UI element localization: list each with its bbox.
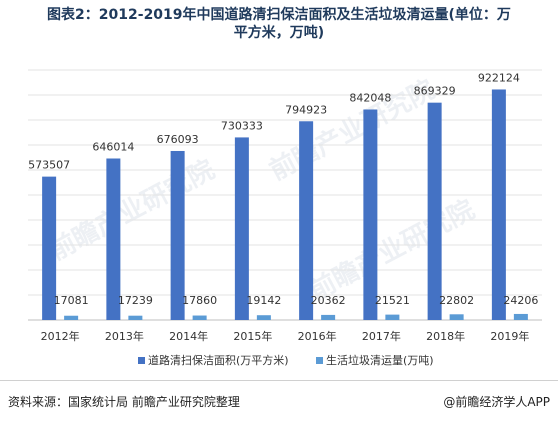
legend-label: 道路清扫保洁面积(万平方米) (148, 353, 289, 367)
x-tick-labels: 2012年 2013年 2014年 2015年 2016年 2017年 2018年 2019年 (41, 329, 530, 343)
footer-divider (0, 380, 558, 381)
legend-swatch (316, 357, 323, 364)
x-tick-label: 2017年 (362, 329, 401, 343)
bar-garbage-volume (256, 315, 271, 320)
bar-garbage-volume (192, 315, 207, 320)
bar-road-cleaning-area (427, 102, 442, 320)
data-label-garbage-volume: 21521 (375, 294, 410, 307)
data-label-garbage-volume: 17081 (54, 294, 89, 307)
x-tick-label: 2018年 (426, 329, 465, 343)
bar-road-cleaning-area (170, 150, 185, 320)
bar-garbage-volume (449, 314, 464, 320)
bar-garbage-volume (64, 315, 79, 320)
x-tick-label: 2014年 (169, 329, 208, 343)
data-labels-group: 573507 17081 646014 17239 676093 17860 730333 1… (28, 71, 538, 307)
chart-title-line-1: 图表2：2012-2019年中国道路清扫保洁面积及生活垃圾清运量(单位：万 (47, 7, 511, 23)
bar-road-cleaning-area (106, 158, 121, 320)
legend-swatch (138, 357, 145, 364)
data-label-garbage-volume: 20362 (311, 294, 346, 307)
data-label-road-cleaning-area: 573507 (28, 159, 70, 172)
data-label-road-cleaning-area: 922124 (478, 71, 520, 84)
data-label-road-cleaning-area: 676093 (157, 133, 199, 146)
x-tick-label: 2013年 (105, 329, 144, 343)
data-label-garbage-volume: 19142 (246, 294, 281, 307)
bar-road-cleaning-area (299, 121, 314, 320)
legend: 道路清扫保洁面积(万平方米) 生活垃圾清运量(万吨) (138, 353, 434, 367)
x-tick-label: 2019年 (490, 329, 529, 343)
data-label-garbage-volume: 17239 (118, 294, 153, 307)
bar-road-cleaning-area (363, 109, 378, 320)
bar-chart: 573507 17081 646014 17239 676093 17860 730333 1… (28, 69, 542, 367)
chart-title: 图表2：2012-2019年中国道路清扫保洁面积及生活垃圾清运量(单位：万 平方… (0, 6, 558, 42)
legend-item-garbage-volume: 生活垃圾清运量(万吨) (316, 353, 434, 367)
legend-item-road-cleaning-area: 道路清扫保洁面积(万平方米) (138, 353, 289, 367)
data-label-garbage-volume: 24206 (503, 294, 538, 307)
bar-road-cleaning-area (42, 176, 57, 320)
x-tick-label: 2016年 (298, 329, 337, 343)
data-label-road-cleaning-area: 646014 (92, 140, 134, 153)
x-tick-label: 2012年 (41, 329, 80, 343)
bar-road-cleaning-area (491, 89, 506, 321)
data-label-road-cleaning-area: 842048 (349, 91, 391, 104)
data-label-garbage-volume: 17860 (182, 294, 217, 307)
at-icon: @ (443, 395, 456, 409)
bar-garbage-volume (385, 314, 400, 320)
data-label-road-cleaning-area: 869329 (414, 85, 456, 98)
data-label-road-cleaning-area: 730333 (221, 119, 263, 132)
data-label-road-cleaning-area: 794923 (285, 103, 327, 116)
chart-title-line-2: 平方米，万吨) (233, 25, 325, 41)
source-text: 资料来源：国家统计局 前瞻产业研究院整理 (8, 395, 240, 409)
bar-garbage-volume (513, 313, 528, 320)
bar-road-cleaning-area (234, 137, 249, 320)
data-label-garbage-volume: 22802 (439, 294, 474, 307)
bar-garbage-volume (128, 315, 143, 320)
bar-garbage-volume (321, 314, 336, 320)
brand-text: @前瞻经济学人APP (443, 393, 550, 410)
x-tick-label: 2015年 (233, 329, 272, 343)
bars-group (42, 89, 528, 321)
legend-label: 生活垃圾清运量(万吨) (326, 353, 434, 367)
brand-label: 前瞻经济学人APP (455, 395, 550, 409)
